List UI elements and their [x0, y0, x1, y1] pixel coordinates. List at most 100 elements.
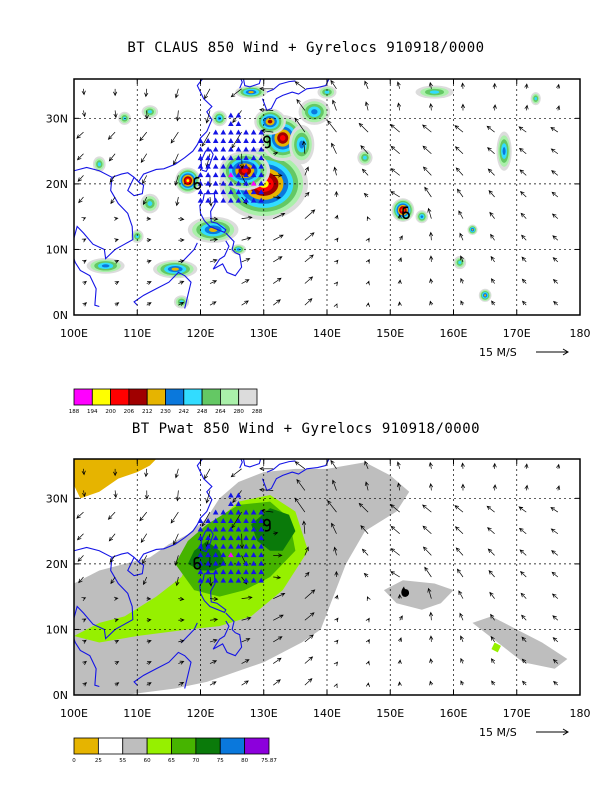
gyre-triangle-81 — [228, 112, 234, 118]
colorbar-label: 75 — [217, 758, 224, 764]
wind-vector-57 — [241, 637, 251, 643]
wind-vector-82 — [304, 571, 310, 578]
wind-vector-166 — [552, 278, 559, 284]
gyre-triangle-78 — [258, 509, 265, 515]
gyre-triangle-37 — [205, 163, 211, 169]
wind-vector-144 — [490, 658, 496, 664]
wind-vector-115 — [390, 191, 400, 198]
cloud-cluster-15-level-6 — [429, 90, 440, 94]
coastline-1 — [127, 177, 145, 197]
wind-vector-159 — [520, 570, 527, 578]
gyre-triangle-26 — [258, 180, 265, 186]
wind-vector-37 — [178, 216, 185, 221]
gyre-triangle-50 — [235, 155, 242, 161]
wind-vector-17 — [109, 555, 116, 563]
wind-vector-79 — [304, 254, 314, 263]
wind-vector-119 — [396, 102, 402, 111]
wind-vector-163 — [524, 484, 529, 491]
x-tick-label: 150E — [376, 707, 404, 720]
gyre-triangle-81 — [228, 492, 234, 498]
wind-vector-63 — [231, 511, 242, 529]
wind-vector-101 — [365, 258, 370, 264]
gyre-triangle-79 — [228, 500, 234, 506]
wind-vector-131 — [428, 81, 433, 89]
wind-vector-18 — [108, 153, 116, 162]
wind-vector-31 — [144, 110, 149, 120]
gyre-triangle-57 — [220, 526, 227, 532]
gyre-triangle-32 — [235, 172, 242, 178]
gyre-triangle-80 — [235, 120, 242, 126]
typhoon-six-icon-1 — [193, 556, 202, 570]
colorbar-swatch-0-2 — [110, 388, 130, 406]
wind-vector-104 — [363, 572, 369, 578]
cloud-cluster-24-level-6 — [324, 90, 330, 94]
wind-vector-40 — [173, 153, 179, 166]
coastline-1 — [127, 557, 145, 577]
wind-vector-65 — [230, 88, 242, 98]
wind-vector-80 — [304, 232, 315, 241]
gyre-triangle-75 — [235, 509, 242, 515]
coastline-5 — [199, 573, 227, 614]
cloud-cluster-3-level-3 — [267, 119, 273, 124]
gyre-triangle-6 — [243, 197, 249, 203]
colorbar-swatch-0-9 — [238, 388, 258, 406]
x-tick-label: 130E — [250, 327, 278, 340]
x-tick-label: 180 — [570, 327, 591, 340]
wind-vector-90 — [334, 259, 339, 265]
gyre-triangle-30 — [220, 172, 227, 178]
panel-2-title: BT Pwat 850 Wind + Gyrelocs 910918/0000 — [131, 421, 481, 437]
x-tick-label: 160E — [440, 327, 468, 340]
gyre-triangle-42 — [243, 543, 249, 549]
wind-vector-158 — [520, 212, 527, 219]
wind-vector-149 — [487, 168, 495, 176]
wind-vector-28 — [142, 555, 148, 565]
wind-vector-14 — [114, 238, 119, 243]
wind-vector-170 — [551, 191, 559, 198]
gyre-triangle-29 — [212, 172, 219, 178]
wind-vector-33 — [178, 301, 185, 306]
typhoon-nine-icon-0 — [263, 135, 271, 149]
gyre-triangle-78 — [258, 129, 265, 135]
wind-vector-148 — [488, 570, 495, 578]
wind-vector-171 — [551, 550, 559, 556]
wind-vector-161 — [518, 527, 527, 535]
wind-vector-136 — [458, 590, 464, 599]
wind-vector-173 — [550, 506, 559, 513]
wind-vector-150 — [487, 527, 495, 534]
wind-vector-175 — [556, 463, 561, 469]
gyre-triangle-22 — [228, 560, 234, 566]
wind-vector-153 — [492, 462, 497, 469]
wind-vector-103 — [366, 216, 371, 221]
wind-vector-146 — [490, 613, 495, 621]
wind-vector-128 — [422, 525, 432, 534]
colorbar-swatch-1-6 — [219, 737, 246, 755]
wind-vector-16 — [110, 576, 116, 585]
wind-vector-85 — [294, 117, 306, 133]
wind-vector-118 — [390, 504, 400, 513]
wind-vector-99 — [365, 682, 371, 687]
gyre-triangle-39 — [220, 163, 227, 169]
gyre-triangle-8 — [258, 577, 265, 583]
wind-vector-141 — [460, 103, 466, 111]
wind-vector-52 — [201, 131, 211, 147]
wind-vector-23 — [146, 661, 152, 665]
wind-vector-0 — [82, 682, 88, 687]
gyre-triangle-44 — [258, 543, 265, 549]
colorbar-swatch-0-7 — [201, 388, 221, 406]
gyre-triangle-1 — [205, 577, 211, 583]
wind-vector-111 — [397, 279, 402, 284]
wind-vector-106 — [360, 525, 369, 534]
wind-vector-80 — [304, 612, 315, 621]
x-tick-label: 120E — [187, 707, 215, 720]
wind-vector-11 — [114, 682, 120, 687]
pwat-region-1-2 — [472, 616, 568, 669]
x-tick-label: 100E — [60, 327, 88, 340]
wind-vector-156 — [521, 636, 527, 643]
cloud-cluster-1-level-2 — [241, 168, 248, 174]
wind-vector-82 — [304, 191, 310, 198]
wind-vector-131 — [428, 461, 433, 469]
colorbar-swatch-1-0 — [73, 737, 99, 755]
vector-reference-arrow-icon — [536, 348, 569, 356]
gyre-triangle-52 — [250, 535, 257, 541]
wind-vector-143 — [491, 300, 496, 306]
